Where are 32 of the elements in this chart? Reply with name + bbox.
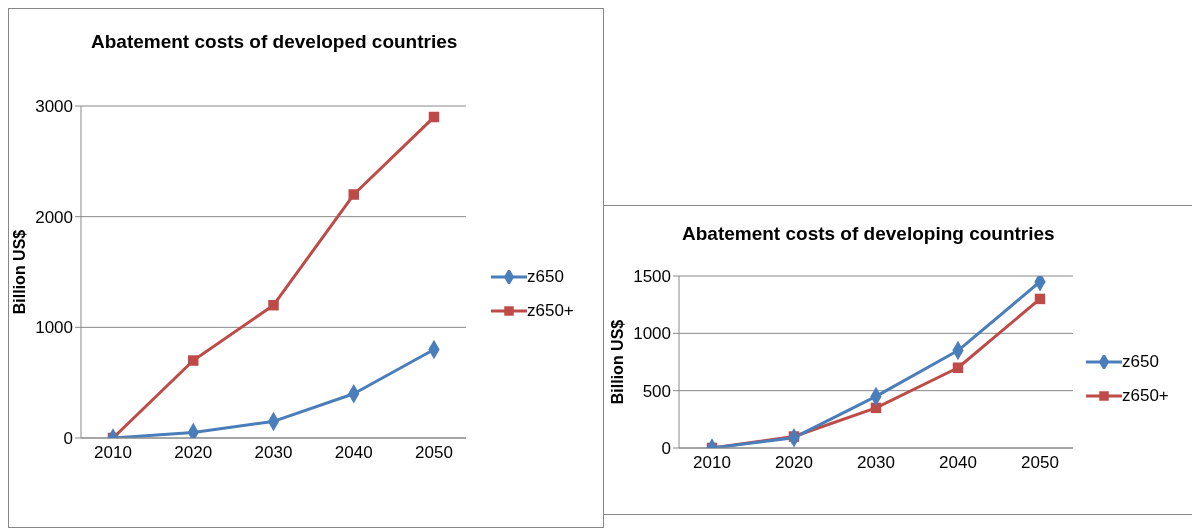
x-tick-label: 2010 <box>94 443 132 463</box>
legend-label: z650+ <box>527 301 574 321</box>
y-tick-label: 3000 <box>35 97 73 117</box>
x-tick-label: 2050 <box>1021 453 1059 473</box>
x-tick-label: 2010 <box>693 453 731 473</box>
x-tick-label: 2030 <box>857 453 895 473</box>
y-tick-label: 1000 <box>35 318 73 338</box>
point <box>268 299 279 311</box>
chart-title: Abatement costs of developed countries <box>91 31 458 53</box>
x-tick-label: 2050 <box>415 443 453 463</box>
y-tick-label: 0 <box>63 429 73 449</box>
y-tick-label: 0 <box>661 439 671 459</box>
point <box>952 362 964 373</box>
legend-label: z650 <box>1122 352 1159 372</box>
legend-label: z650 <box>527 267 564 287</box>
point <box>348 189 359 200</box>
y-tick-label: 2000 <box>35 207 73 227</box>
point <box>428 111 440 123</box>
y-tick-label: 500 <box>642 381 671 401</box>
chart-title: Abatement costs of developing countries <box>682 223 1055 245</box>
point <box>188 355 199 366</box>
x-tick-label: 2040 <box>334 443 373 463</box>
x-tick-label: 2030 <box>254 443 293 463</box>
legend-label: z650+ <box>1122 386 1169 406</box>
y-tick-label: 1000 <box>633 324 671 344</box>
x-tick-label: 2020 <box>775 453 813 473</box>
y-axis-title: Billion US$ <box>10 229 28 315</box>
y-tick-label: 1500 <box>633 267 671 287</box>
x-tick-label: 2040 <box>939 453 977 473</box>
point <box>1034 293 1046 305</box>
x-tick-label: 2020 <box>174 443 213 463</box>
y-axis-title: Billion US$ <box>608 319 626 405</box>
